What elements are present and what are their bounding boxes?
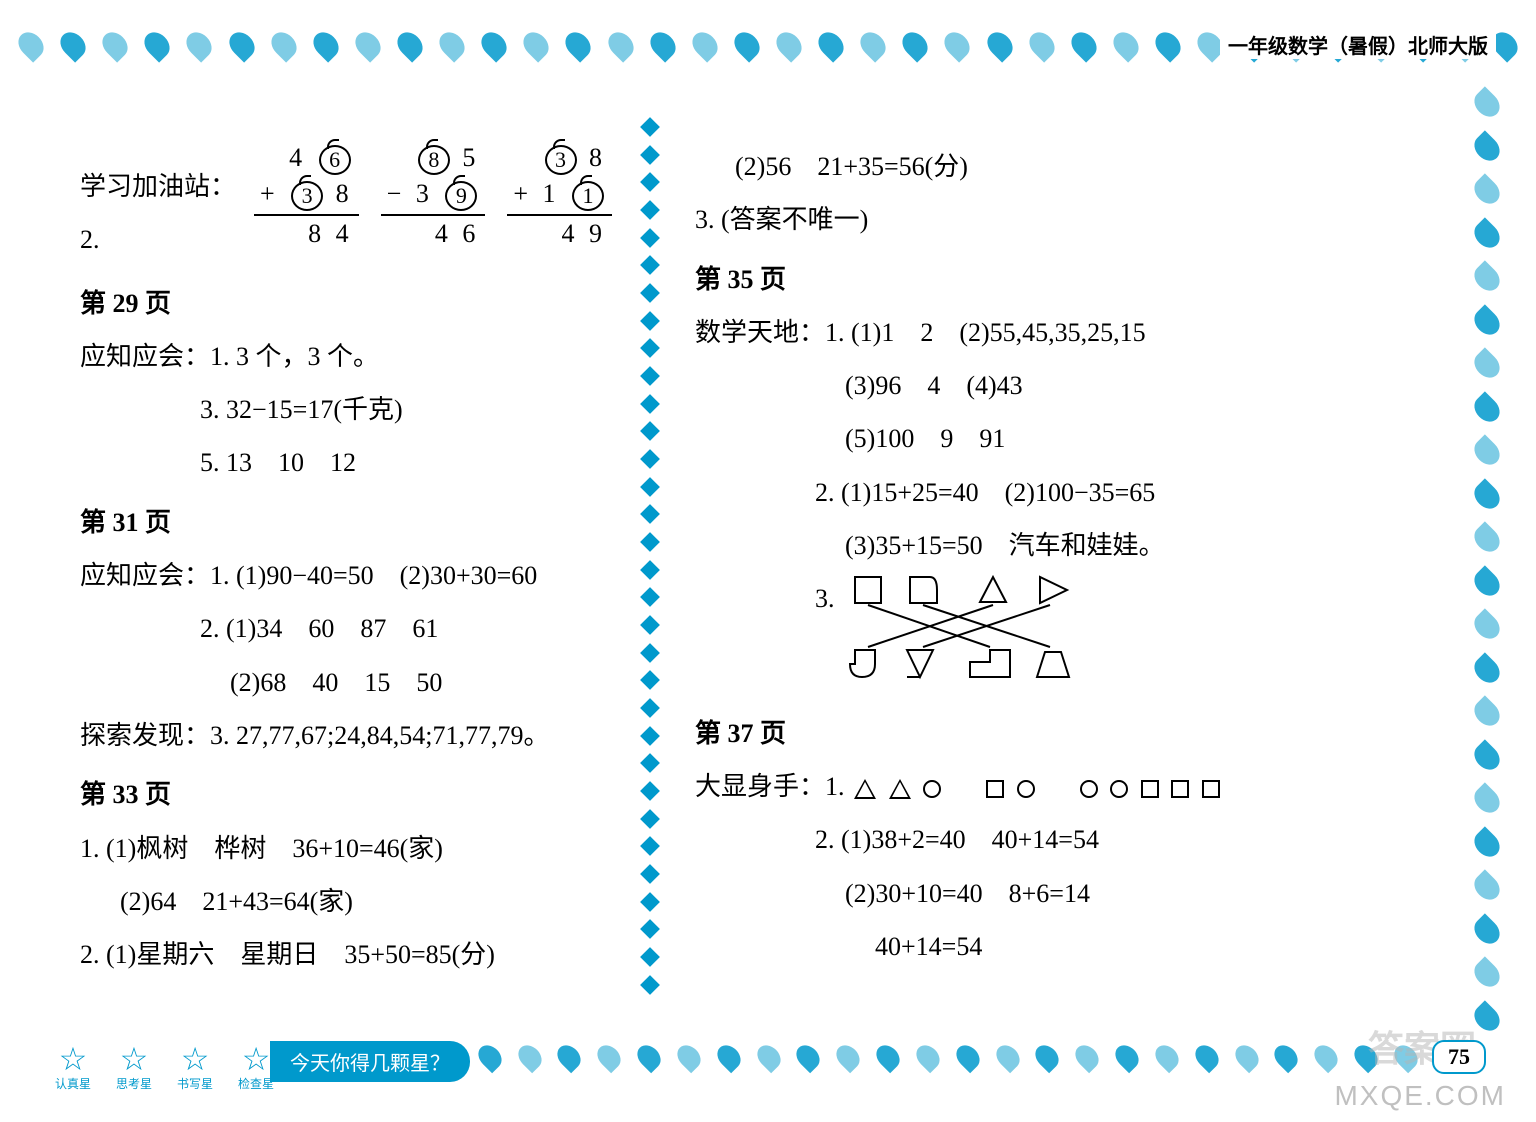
text-line: (2)30+10=40 8+6=14	[695, 867, 1415, 920]
left-column: 学习加油站：2. 4 6 + 3 8 8 4 8 5 − 3 9 4 6 3 8…	[80, 140, 620, 981]
header-label: 一年级数学（暑假）北师大版	[1220, 30, 1496, 59]
star-item: ☆书写星	[177, 1043, 213, 1092]
text-line: 2. (1)星期六 星期日 35+50=85(分)	[80, 928, 620, 981]
apple-icon: 1	[572, 181, 604, 211]
center-divider	[640, 120, 660, 992]
text-line: (2)68 40 15 50	[80, 656, 620, 709]
text-line: 2. (1)34 60 87 61	[80, 602, 620, 655]
page-31-heading: 第 31 页	[80, 496, 620, 549]
text-line: (2)64 21+43=64(家)	[80, 875, 620, 928]
footer-stars: ☆认真星 ☆思考星 ☆书写星 ☆检查星	[55, 1043, 274, 1092]
star-label: 书写星	[177, 1075, 213, 1092]
footer-banner: 今天你得几颗星？	[270, 1041, 470, 1082]
circle-icon	[1017, 780, 1035, 798]
text-line: 5. 13 10 12	[80, 436, 620, 489]
apple-icon: 6	[319, 145, 351, 175]
matching-diagram	[845, 572, 1085, 700]
right-column: (2)56 21+35=56(分) 3. (答案不唯一) 第 35 页 数学天地…	[695, 140, 1415, 973]
star-label: 检查星	[238, 1075, 274, 1092]
text-line: 探索发现：3. 27,77,67;24,84,54;71,77,79。	[80, 709, 620, 762]
page-33-heading: 第 33 页	[80, 768, 620, 821]
text-line: 应知应会：1. 3 个，3 个。	[80, 330, 620, 383]
apple-icon: 8	[418, 145, 450, 175]
text-line: 2. (1)15+25=40 (2)100−35=65	[695, 466, 1415, 519]
text-line: (3)35+15=50 汽车和娃娃。	[695, 519, 1415, 572]
square-icon	[986, 780, 1004, 798]
matching-svg	[845, 572, 1085, 682]
star-icon: ☆	[116, 1043, 152, 1075]
apple-label: 学习加油站：2.	[80, 140, 240, 267]
page-35-heading: 第 35 页	[695, 253, 1415, 306]
text-line: (3)96 4 (4)43	[695, 359, 1415, 412]
star-label: 认真星	[55, 1075, 91, 1092]
star-label: 思考星	[116, 1075, 152, 1092]
vmath-1: 4 6 + 3 8 8 4	[254, 140, 359, 250]
page-29-heading: 第 29 页	[80, 277, 620, 330]
vmath-3: 3 8 + 1 1 4 9	[507, 140, 612, 250]
text-line: 3. (答案不唯一)	[695, 193, 1415, 246]
apple-icon: 9	[445, 181, 477, 211]
square-icon	[1202, 780, 1220, 798]
triangle-icon	[854, 779, 876, 799]
star-icon: ☆	[238, 1043, 274, 1075]
square-icon	[1141, 780, 1159, 798]
text-line: 3. 32−15=17(千克)	[80, 383, 620, 436]
page-37-heading: 第 37 页	[695, 707, 1415, 760]
star-icon: ☆	[177, 1043, 213, 1075]
apple-icon: 3	[545, 145, 577, 175]
apple-problems: 学习加油站：2. 4 6 + 3 8 8 4 8 5 − 3 9 4 6 3 8…	[80, 140, 620, 267]
apple-icon: 3	[291, 181, 323, 211]
q3-prefix: 3.	[695, 572, 835, 625]
text-line: 数学天地：1. (1)1 2 (2)55,45,35,25,15	[695, 306, 1415, 359]
circle-icon	[1110, 780, 1128, 798]
text-line: 应知应会：1. (1)90−40=50 (2)30+30=60	[80, 549, 620, 602]
text-line: (5)100 9 91	[695, 412, 1415, 465]
star-item: ☆认真星	[55, 1043, 91, 1092]
text-line: 2. (1)38+2=40 40+14=54	[695, 813, 1415, 866]
star-icon: ☆	[55, 1043, 91, 1075]
square-icon	[1171, 780, 1189, 798]
page-number: 75	[1432, 1040, 1486, 1074]
circle-icon	[1080, 780, 1098, 798]
star-item: ☆思考星	[116, 1043, 152, 1092]
text-line: (2)56 21+35=56(分)	[695, 140, 1415, 193]
watermark-en: MXQE.COM	[1334, 1080, 1506, 1112]
right-border	[1476, 90, 1506, 1032]
text-line: 1. (1)枫树 桦树 36+10=46(家)	[80, 822, 620, 875]
shapes-answer-line: 大显身手：1.	[695, 760, 1415, 813]
bottom-border	[440, 1042, 1456, 1072]
star-item: ☆检查星	[238, 1043, 274, 1092]
q1-prefix: 大显身手：1.	[695, 772, 845, 801]
triangle-icon	[889, 779, 911, 799]
text-line: 40+14=54	[695, 920, 1415, 973]
vmath-2: 8 5 − 3 9 4 6	[381, 140, 486, 250]
circle-icon	[923, 780, 941, 798]
